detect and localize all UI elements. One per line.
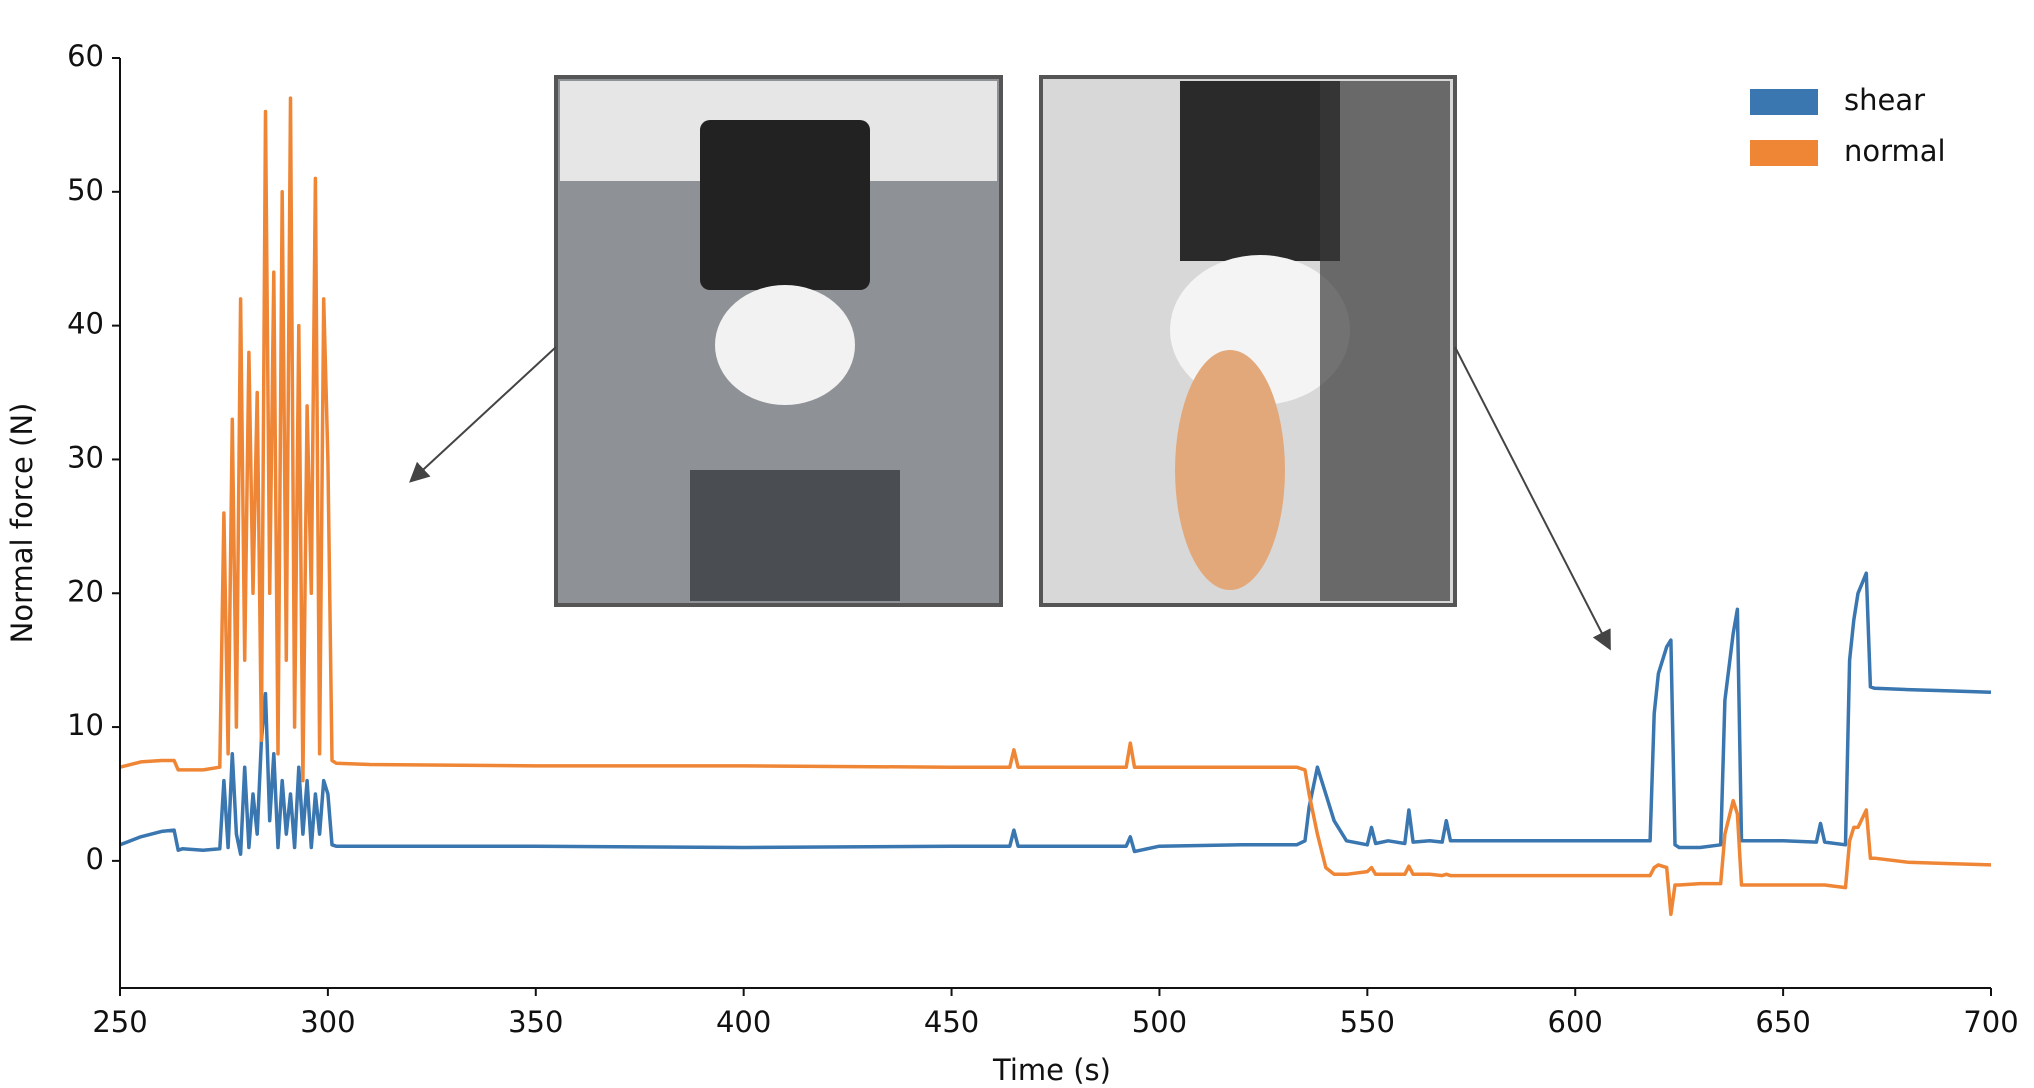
x-tick-label: 550 <box>1340 1005 1395 1039</box>
x-tick-label: 450 <box>924 1005 979 1039</box>
data-line <box>119 96 1992 917</box>
y-axis-label: Normal force (N) <box>5 403 39 644</box>
plot-lines <box>119 96 1992 917</box>
y-tick-label: 0 <box>86 842 104 876</box>
x-tick-label: 300 <box>300 1005 355 1039</box>
legend-label: normal <box>1844 134 1946 168</box>
legend-label: shear <box>1844 83 1925 117</box>
y-tick-label: 60 <box>67 39 104 73</box>
photo-gripper <box>700 120 870 290</box>
y-tick-label: 20 <box>67 574 104 608</box>
x-tick-label: 350 <box>508 1005 563 1039</box>
photo-cables <box>1320 81 1450 601</box>
arrow <box>409 346 557 483</box>
photo-block <box>690 470 900 601</box>
y-tick-label: 30 <box>67 440 104 474</box>
x-axis-label: Time (s) <box>992 1053 1111 1087</box>
y-tick-label: 10 <box>67 708 104 742</box>
x-tick-label: 400 <box>716 1005 771 1039</box>
x-tick-label: 250 <box>92 1005 147 1039</box>
photo-gripper <box>1180 81 1340 261</box>
arrow <box>1454 346 1611 651</box>
x-tick-label: 650 <box>1755 1005 1810 1039</box>
inset-photos <box>554 75 1457 607</box>
photo-fingertip <box>715 285 855 405</box>
data-line <box>119 571 1992 856</box>
x-tick-label: 600 <box>1548 1005 1603 1039</box>
x-tick-label: 700 <box>1963 1005 2018 1039</box>
legend-swatch <box>1750 140 1818 166</box>
legend-swatch <box>1750 89 1818 115</box>
x-tick-label: 500 <box>1132 1005 1187 1039</box>
photo-finger <box>1175 350 1285 590</box>
y-tick-label: 50 <box>67 173 104 207</box>
y-tick-label: 40 <box>67 307 104 341</box>
